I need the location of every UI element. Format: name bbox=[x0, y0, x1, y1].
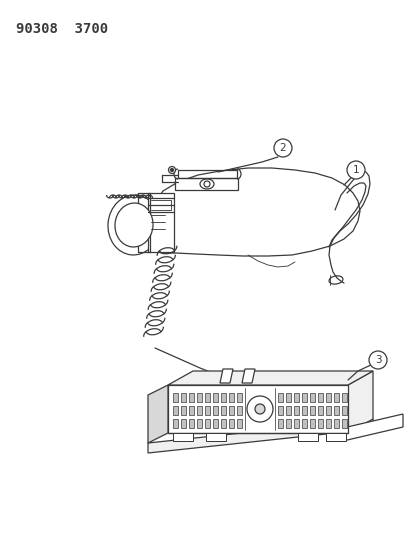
Bar bbox=[277, 406, 282, 415]
Polygon shape bbox=[347, 371, 372, 433]
Polygon shape bbox=[242, 369, 254, 383]
Circle shape bbox=[170, 168, 173, 172]
Bar bbox=[277, 393, 282, 402]
Bar bbox=[173, 406, 178, 415]
Bar bbox=[236, 419, 242, 428]
Bar bbox=[189, 406, 194, 415]
Bar bbox=[293, 419, 298, 428]
Bar bbox=[197, 419, 202, 428]
Bar bbox=[189, 393, 194, 402]
Text: 90308  3700: 90308 3700 bbox=[16, 22, 108, 36]
Bar bbox=[212, 406, 218, 415]
Text: 2: 2 bbox=[279, 143, 286, 153]
Bar bbox=[180, 406, 185, 415]
Bar bbox=[173, 419, 178, 428]
Bar bbox=[285, 393, 290, 402]
Bar bbox=[228, 393, 233, 402]
Bar bbox=[197, 393, 202, 402]
Circle shape bbox=[254, 404, 264, 414]
Bar bbox=[212, 393, 218, 402]
Polygon shape bbox=[168, 371, 372, 385]
Polygon shape bbox=[147, 385, 168, 443]
Bar bbox=[309, 419, 314, 428]
Circle shape bbox=[168, 166, 175, 174]
Bar bbox=[228, 406, 233, 415]
Bar bbox=[285, 419, 290, 428]
Bar bbox=[333, 406, 338, 415]
Bar bbox=[325, 419, 330, 428]
Bar bbox=[309, 406, 314, 415]
Bar bbox=[221, 419, 225, 428]
Bar bbox=[197, 406, 202, 415]
Bar bbox=[221, 393, 225, 402]
Bar bbox=[301, 406, 306, 415]
Bar bbox=[309, 393, 314, 402]
Text: 1: 1 bbox=[352, 165, 358, 175]
Bar bbox=[341, 419, 346, 428]
Bar bbox=[228, 419, 233, 428]
Ellipse shape bbox=[199, 179, 214, 189]
Bar bbox=[317, 393, 322, 402]
Bar bbox=[277, 419, 282, 428]
Ellipse shape bbox=[108, 195, 160, 255]
Polygon shape bbox=[219, 369, 233, 383]
Bar bbox=[333, 393, 338, 402]
Bar bbox=[236, 393, 242, 402]
Circle shape bbox=[204, 181, 209, 187]
Text: 3: 3 bbox=[374, 355, 380, 365]
Bar bbox=[212, 419, 218, 428]
Bar bbox=[293, 406, 298, 415]
Circle shape bbox=[368, 351, 386, 369]
Polygon shape bbox=[147, 168, 359, 256]
Bar bbox=[333, 419, 338, 428]
Bar bbox=[317, 419, 322, 428]
Bar bbox=[317, 406, 322, 415]
Bar bbox=[341, 393, 346, 402]
Bar bbox=[189, 419, 194, 428]
Polygon shape bbox=[342, 414, 402, 441]
Circle shape bbox=[247, 396, 272, 422]
Bar bbox=[180, 419, 185, 428]
Bar bbox=[204, 406, 209, 415]
Bar bbox=[180, 393, 185, 402]
Bar bbox=[301, 419, 306, 428]
Bar bbox=[204, 393, 209, 402]
Bar bbox=[173, 393, 178, 402]
Circle shape bbox=[346, 161, 364, 179]
Bar bbox=[285, 406, 290, 415]
Polygon shape bbox=[147, 193, 173, 252]
Bar bbox=[293, 393, 298, 402]
Bar bbox=[341, 406, 346, 415]
Bar bbox=[325, 406, 330, 415]
Polygon shape bbox=[175, 178, 237, 190]
Polygon shape bbox=[297, 433, 317, 441]
Polygon shape bbox=[325, 433, 345, 441]
Bar bbox=[325, 393, 330, 402]
Circle shape bbox=[273, 139, 291, 157]
Bar bbox=[236, 406, 242, 415]
Polygon shape bbox=[168, 385, 347, 433]
Polygon shape bbox=[206, 433, 225, 441]
Bar bbox=[301, 393, 306, 402]
Polygon shape bbox=[147, 419, 372, 453]
Bar bbox=[204, 419, 209, 428]
Bar bbox=[221, 406, 225, 415]
Ellipse shape bbox=[115, 203, 153, 247]
Polygon shape bbox=[173, 433, 192, 441]
